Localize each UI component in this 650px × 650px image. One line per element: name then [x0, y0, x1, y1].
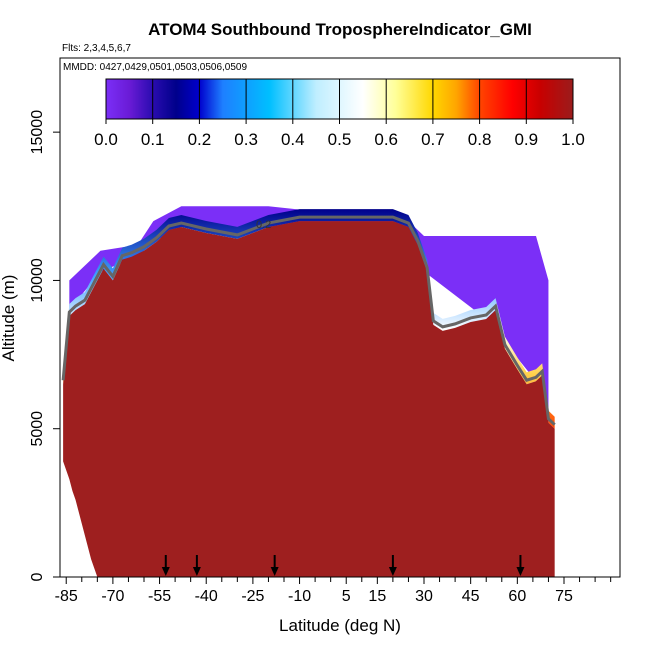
colorbar-tick-label: 0.0 [94, 130, 118, 149]
y-tick-label: 0 [29, 572, 46, 581]
colorbar-tick-label: 0.6 [374, 130, 398, 149]
y-tick-label: 5000 [29, 411, 46, 447]
colorbar-tick-label: 0.4 [281, 130, 305, 149]
colorbar-tick-label: 0.2 [188, 130, 212, 149]
x-tick-label: -40 [195, 588, 218, 605]
x-tick-label: 45 [462, 588, 480, 605]
colorbar-tick-label: 0.7 [421, 130, 445, 149]
transition-band [63, 209, 555, 429]
plot-area: 0.2 [61, 206, 556, 577]
colorbar-tick-label: 0.5 [328, 130, 352, 149]
profile-arrow [192, 555, 201, 576]
x-tick-label: -85 [55, 588, 78, 605]
colorbar-tick-label: 0.3 [234, 130, 258, 149]
colorbar-tick-label: 0.1 [141, 130, 165, 149]
y-tick-label: 15000 [29, 110, 46, 155]
x-tick-label: 75 [555, 588, 573, 605]
colorbar: 0.0 0.1 0.2 0.3 0.4 0.5 0.6 0.7 0.8 0.9 1.0 [94, 78, 585, 149]
x-tick-label: -55 [148, 588, 171, 605]
colorbar-ticks: 0.0 0.1 0.2 0.3 0.4 0.5 0.6 0.7 0.8 0.9 1.0 [94, 79, 585, 149]
profile-arrow [161, 555, 170, 576]
troposphere-region [63, 221, 555, 577]
plot-frame [59, 57, 621, 578]
x-axis-label: Latitude (deg N) [279, 616, 401, 635]
chart-title: ATOM4 Southbound TroposphereIndicator_GM… [148, 20, 532, 39]
y-tick-label: 10000 [29, 258, 46, 303]
x-tick-label: 30 [415, 588, 433, 605]
contour-label: 0.2 [256, 219, 271, 231]
profile-arrow [270, 555, 279, 576]
x-tick-label: 60 [508, 588, 526, 605]
profile-arrow [516, 555, 525, 576]
y-axis: 0 5000 10000 15000 [29, 110, 60, 581]
colorbar-tick-label: 0.8 [468, 130, 492, 149]
contour-line [61, 215, 556, 426]
x-tick-label: 5 [342, 588, 351, 605]
profile-arrow [388, 555, 397, 576]
x-axis: -85 -70 -55 -40 -25 -10 5 15 30 45 60 75 [55, 577, 612, 605]
x-tick-label: 15 [368, 588, 386, 605]
x-tick-label: -10 [288, 588, 311, 605]
y-axis-label: Altitude (m) [0, 275, 18, 362]
flights-subtitle: Flts: 2,3,4,5,6,7 [62, 43, 131, 54]
x-tick-label: -70 [101, 588, 124, 605]
dates-subtitle: MMDD: 0427,0429,0501,0503,0506,0509 [63, 62, 247, 73]
stratosphere-region [69, 206, 549, 423]
colorbar-tick-label: 0.9 [514, 130, 538, 149]
colorbar-tick-label: 1.0 [561, 130, 585, 149]
x-tick-label: -25 [241, 588, 264, 605]
